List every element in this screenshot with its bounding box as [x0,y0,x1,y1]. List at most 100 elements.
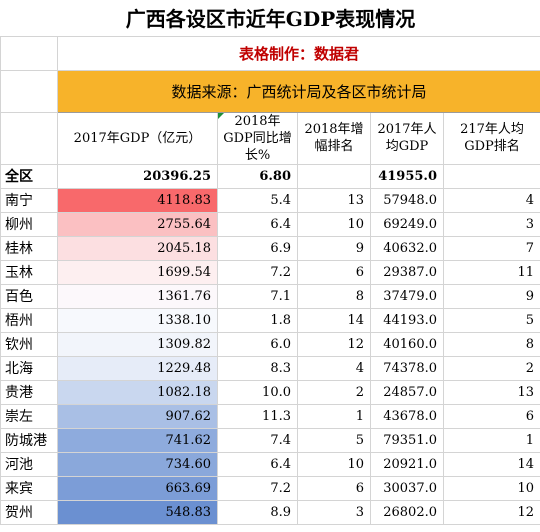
per-capita-rank-cell: 10 [443,475,540,501]
table-row: 钦州 1309.82 6.0 12 40160.0 8 [0,331,540,357]
per-capita-rank-cell: 9 [443,283,540,309]
maker-label: 表格制作：数据君 [57,35,540,71]
per-capita-cell: 74378.0 [370,355,444,381]
per-capita-cell: 69249.0 [370,211,444,237]
growth-rank-cell: 3 [297,499,371,525]
per-capita-cell: 44193.0 [370,307,444,333]
growth-cell: 7.2 [217,259,298,285]
growth-rank-cell: 9 [297,235,371,261]
per-capita-rank-cell: 6 [443,403,540,429]
per-capita-rank-cell: 7 [443,235,540,261]
growth-rank-cell: 10 [297,451,371,477]
city-name: 北海 [0,355,58,381]
growth-cell: 6.4 [217,451,298,477]
per-capita-rank-cell: 5 [443,307,540,333]
growth-cell: 5.4 [217,187,298,213]
total-empty [297,163,371,189]
table-row: 河池 734.60 6.4 10 20921.0 14 [0,451,540,477]
growth-cell: 7.4 [217,427,298,453]
city-name: 贵港 [0,379,58,405]
gdp-cell: 4118.83 [57,187,218,213]
header-growth2018: 2018年GDP同比增长% [217,111,298,165]
growth-rank-cell: 4 [297,355,371,381]
per-capita-rank-cell: 11 [443,259,540,285]
per-capita-rank-cell: 2 [443,355,540,381]
city-name: 玉林 [0,259,58,285]
growth-rank-cell: 6 [297,259,371,285]
city-name: 南宁 [0,187,58,213]
growth-cell: 6.9 [217,235,298,261]
growth-cell: 1.8 [217,307,298,333]
growth-cell: 6.0 [217,331,298,357]
growth-cell: 10.0 [217,379,298,405]
growth-rank-cell: 10 [297,211,371,237]
per-capita-cell: 79351.0 [370,427,444,453]
growth-cell: 7.1 [217,283,298,309]
table-title: 广西各设区市近年GDP表现情况 [125,7,416,32]
per-capita-cell: 43678.0 [370,403,444,429]
city-name: 贺州 [0,499,58,525]
gdp-cell: 548.83 [57,499,218,525]
growth-rank-cell: 2 [297,379,371,405]
city-name: 桂林 [0,235,58,261]
table-row: 桂林 2045.18 6.9 9 40632.0 7 [0,235,540,261]
gdp-cell: 907.62 [57,403,218,429]
table-row: 贺州 548.83 8.9 3 26802.0 12 [0,499,540,525]
gdp-cell: 1361.76 [57,283,218,309]
total-name: 全区 [0,163,58,189]
per-capita-rank-cell: 14 [443,451,540,477]
gdp-cell: 1699.54 [57,259,218,285]
gdp-cell: 2045.18 [57,235,218,261]
growth-rank-cell: 1 [297,403,371,429]
total-per-capita: 41955.0 [370,163,444,189]
per-capita-rank-cell: 3 [443,211,540,237]
total-empty [443,163,540,189]
header-per-capita-rank: 217年人均GDP排名 [443,111,540,165]
per-capita-rank-cell: 1 [443,427,540,453]
growth-cell: 7.2 [217,475,298,501]
gdp-cell: 734.60 [57,451,218,477]
city-name: 梧州 [0,307,58,333]
empty-cell [0,69,58,113]
per-capita-cell: 40632.0 [370,235,444,261]
table-row: 防城港 741.62 7.4 5 79351.0 1 [0,427,540,453]
header-growth-rank: 2018年增幅排名 [297,111,371,165]
city-rows: 南宁 4118.83 5.4 13 57948.0 4 柳州 2755.64 6.4 10 6924… [0,187,540,525]
per-capita-cell: 40160.0 [370,331,444,357]
table-row: 南宁 4118.83 5.4 13 57948.0 4 [0,187,540,213]
per-capita-cell: 37479.0 [370,283,444,309]
table-row: 崇左 907.62 11.3 1 43678.0 6 [0,403,540,429]
per-capita-rank-cell: 4 [443,187,540,213]
city-name: 崇左 [0,403,58,429]
per-capita-rank-cell: 13 [443,379,540,405]
table-row: 柳州 2755.64 6.4 10 69249.0 3 [0,211,540,237]
growth-rank-cell: 5 [297,427,371,453]
city-name: 河池 [0,451,58,477]
per-capita-rank-cell: 8 [443,331,540,357]
gdp-cell: 1229.48 [57,355,218,381]
growth-rank-cell: 14 [297,307,371,333]
growth-cell: 8.9 [217,499,298,525]
header-per-capita: 2017年人均GDP [370,111,444,165]
source-label: 数据来源：广西统计局及各区市统计局 [57,69,540,113]
growth-rank-cell: 12 [297,331,371,357]
per-capita-rank-cell: 12 [443,499,540,525]
header-empty [0,111,58,165]
per-capita-cell: 57948.0 [370,187,444,213]
table-row: 来宾 663.69 7.2 6 30037.0 10 [0,475,540,501]
gdp-cell: 2755.64 [57,211,218,237]
growth-rank-cell: 6 [297,475,371,501]
per-capita-cell: 30037.0 [370,475,444,501]
city-name: 防城港 [0,427,58,453]
total-gdp: 20396.25 [57,163,218,189]
per-capita-cell: 24857.0 [370,379,444,405]
growth-cell: 6.4 [217,211,298,237]
gdp-cell: 1309.82 [57,331,218,357]
growth-cell: 8.3 [217,355,298,381]
table-row: 百色 1361.76 7.1 8 37479.0 9 [0,283,540,309]
city-name: 柳州 [0,211,58,237]
gdp-cell: 1338.10 [57,307,218,333]
per-capita-cell: 29387.0 [370,259,444,285]
per-capita-cell: 26802.0 [370,499,444,525]
